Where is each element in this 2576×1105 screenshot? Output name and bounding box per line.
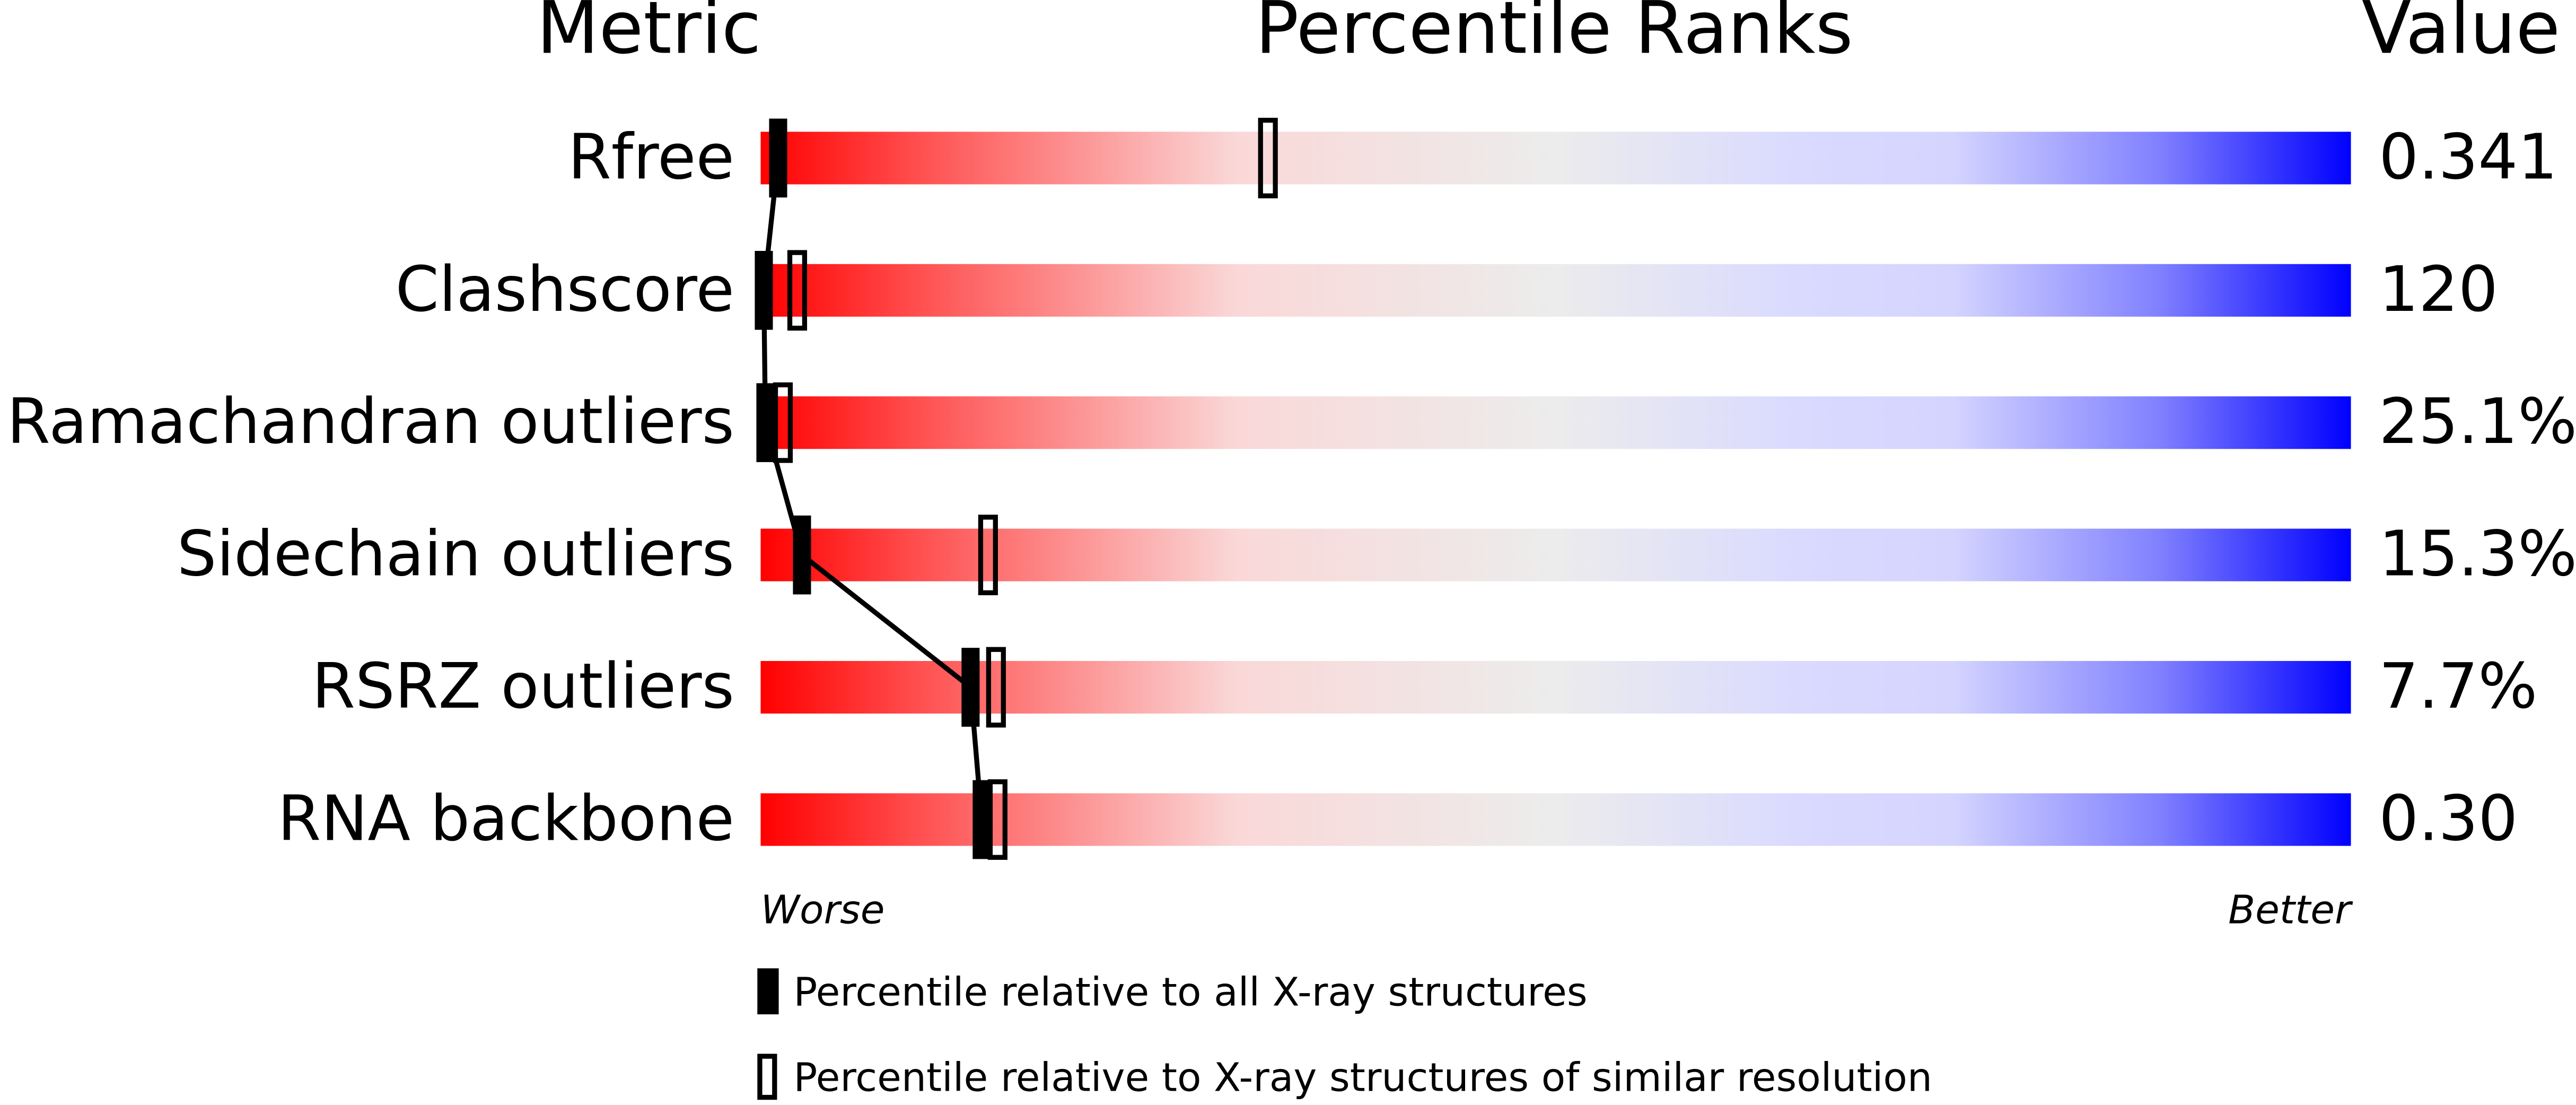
slider-bar — [760, 528, 2351, 581]
percentile-marker — [769, 118, 787, 198]
header: Percentile Ranks — [1255, 0, 1853, 71]
legend-label: Percentile relative to all X-ray structu… — [793, 969, 1587, 1015]
metric-value: 0.30 — [2379, 782, 2518, 855]
percentile-marker — [972, 780, 991, 859]
metric-label: Rfree — [568, 120, 734, 193]
header: Metric — [537, 0, 761, 71]
metric-value: 25.1% — [2379, 385, 2576, 458]
axis-label: Better — [2228, 887, 2353, 933]
metric-label: RSRZ outliers — [312, 650, 734, 723]
metric-label: RNA backbone — [278, 782, 734, 855]
metric-value: 0.341 — [2379, 120, 2557, 193]
percentile-marker-open — [773, 382, 793, 463]
percentile-marker — [961, 648, 980, 727]
slider-bar — [760, 264, 2351, 317]
axis-label: Worse — [760, 887, 884, 933]
percentile-marker — [756, 383, 775, 463]
metric-label: Ramachandran outliers — [7, 385, 734, 458]
legend-label: Percentile relative to X-ray structures … — [793, 1055, 1932, 1101]
metric-label: Clashscore — [396, 253, 734, 326]
metric-value: 7.7% — [2379, 650, 2537, 723]
metric-value: 120 — [2379, 253, 2498, 326]
percentile-marker — [755, 250, 773, 330]
slider-bar — [760, 793, 2351, 846]
percentile-marker-open — [986, 647, 1006, 728]
metric-value: 15.3% — [2379, 518, 2576, 590]
slider-bar — [760, 396, 2351, 449]
percentile-marker-open — [1258, 118, 1278, 198]
legend-swatch — [757, 1054, 777, 1100]
metric-label: Sidechain outliers — [177, 518, 734, 590]
percentile-marker-open — [787, 250, 808, 331]
connector-line — [761, 158, 984, 820]
percentile-marker-open — [978, 515, 998, 596]
percentile-marker — [793, 515, 811, 595]
slider-bar — [760, 660, 2351, 714]
legend-swatch — [757, 968, 779, 1015]
slider-bar — [760, 132, 2351, 185]
header: Value — [2362, 0, 2560, 71]
